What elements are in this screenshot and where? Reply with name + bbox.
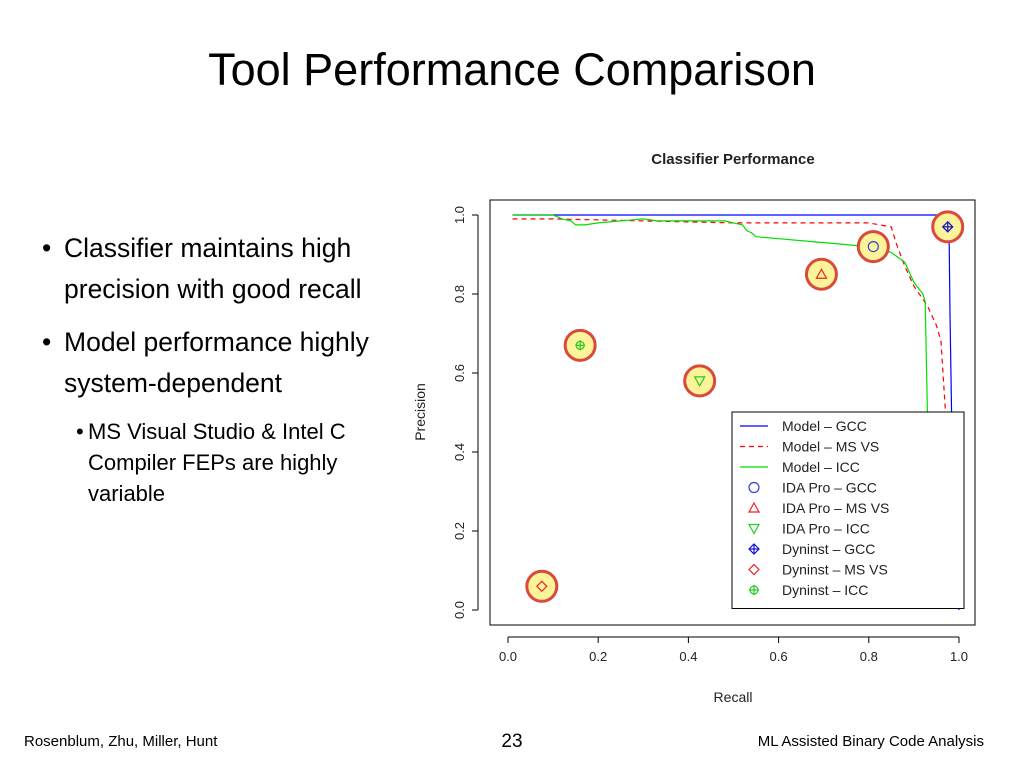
slide-title: Tool Performance Comparison bbox=[208, 44, 816, 95]
x-axis: 0.0 0.2 0.4 0.6 0.8 1.0 bbox=[499, 636, 968, 664]
y-tick-label: 0.6 bbox=[452, 364, 467, 382]
y-tick-label: 0.8 bbox=[452, 285, 467, 303]
x-tick-label: 0.4 bbox=[679, 649, 697, 664]
legend-label: Dyninst – MS VS bbox=[782, 562, 888, 578]
legend-label: Model – ICC bbox=[782, 459, 860, 475]
footer-presentation-title: ML Assisted Binary Code Analysis bbox=[757, 733, 984, 750]
y-tick-label: 0.2 bbox=[452, 522, 467, 540]
data-point-marker bbox=[535, 580, 548, 593]
chart-title: Classifier Performance bbox=[651, 151, 814, 168]
point-highlight-ring bbox=[525, 569, 559, 603]
x-tick-label: 1.0 bbox=[950, 649, 968, 664]
legend-label: IDA Pro – MS VS bbox=[782, 500, 889, 516]
legend-box bbox=[731, 411, 965, 609]
bullet-item: Classifier maintains high precision with… bbox=[42, 228, 387, 310]
data-point-marker bbox=[815, 268, 828, 279]
footer-authors: Rosenblum, Zhu, Miller, Hunt bbox=[24, 733, 218, 750]
legend-label: Dyninst – ICC bbox=[782, 582, 868, 598]
legend-label: IDA Pro – GCC bbox=[782, 480, 877, 496]
x-tick-label: 0.2 bbox=[589, 649, 607, 664]
y-axis: 0.0 0.2 0.4 0.6 0.8 1.0 bbox=[452, 206, 479, 619]
legend-swatch-marker bbox=[747, 501, 761, 513]
page-number: 23 bbox=[501, 731, 523, 752]
x-tick-label: 0.6 bbox=[770, 649, 788, 664]
point-highlight-ring bbox=[804, 257, 838, 291]
y-tick-label: 0.4 bbox=[452, 443, 467, 461]
sub-bullet-item: MS Visual Studio & Intel C Compiler FEPs… bbox=[42, 416, 387, 509]
data-point-marker bbox=[867, 240, 879, 253]
legend: Model – GCC Model – MS VS Model – ICC IDA P… bbox=[731, 411, 965, 609]
legend-label: Model – GCC bbox=[782, 418, 867, 434]
legend-label: IDA Pro – ICC bbox=[782, 521, 870, 537]
bullet-list: Classifier maintains high precision with… bbox=[42, 228, 387, 509]
data-point-marker bbox=[693, 376, 706, 388]
x-tick-label: 0.0 bbox=[499, 649, 517, 664]
x-axis-label: Recall bbox=[714, 689, 753, 705]
legend-swatch-marker bbox=[747, 523, 761, 535]
legend-label: Dyninst – GCC bbox=[782, 541, 875, 557]
classifier-performance-chart: Classifier Performance 0.0 0.2 0.4 0.6 0.8 1.… bbox=[412, 151, 976, 705]
y-tick-label: 0.0 bbox=[452, 601, 467, 619]
x-tick-label: 0.8 bbox=[860, 649, 878, 664]
point-highlight-ring bbox=[856, 230, 890, 264]
legend-swatch-marker bbox=[748, 481, 760, 494]
bullet-item: Model performance highly system-dependen… bbox=[42, 322, 387, 404]
legend-label: Model – MS VS bbox=[782, 439, 879, 455]
y-axis-label: Precision bbox=[412, 383, 428, 441]
data-point-marker bbox=[941, 221, 954, 233]
points-layer bbox=[525, 210, 965, 603]
point-highlight-ring bbox=[683, 364, 717, 398]
plot-area-frame bbox=[489, 199, 976, 626]
legend-swatch-marker bbox=[748, 563, 760, 576]
y-tick-label: 1.0 bbox=[452, 206, 467, 224]
